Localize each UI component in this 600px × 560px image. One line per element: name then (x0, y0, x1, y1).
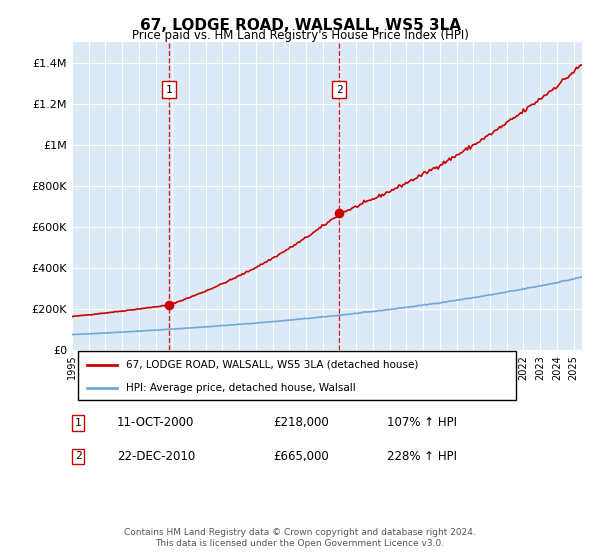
Text: 1: 1 (74, 418, 82, 428)
FancyBboxPatch shape (78, 351, 516, 400)
Text: 2: 2 (336, 85, 343, 95)
Text: HPI: Average price, detached house, Walsall: HPI: Average price, detached house, Wals… (126, 383, 356, 393)
Text: £665,000: £665,000 (273, 450, 329, 463)
Text: Price paid vs. HM Land Registry's House Price Index (HPI): Price paid vs. HM Land Registry's House … (131, 29, 469, 42)
Text: 228% ↑ HPI: 228% ↑ HPI (387, 450, 457, 463)
Text: 2: 2 (74, 451, 82, 461)
Text: 67, LODGE ROAD, WALSALL, WS5 3LA: 67, LODGE ROAD, WALSALL, WS5 3LA (139, 18, 461, 33)
Text: 11-OCT-2000: 11-OCT-2000 (117, 416, 194, 430)
Text: 1: 1 (166, 85, 172, 95)
Text: 107% ↑ HPI: 107% ↑ HPI (387, 416, 457, 430)
Text: 67, LODGE ROAD, WALSALL, WS5 3LA (detached house): 67, LODGE ROAD, WALSALL, WS5 3LA (detach… (126, 360, 419, 370)
Text: £218,000: £218,000 (273, 416, 329, 430)
Text: Contains HM Land Registry data © Crown copyright and database right 2024.
This d: Contains HM Land Registry data © Crown c… (124, 528, 476, 548)
Text: 22-DEC-2010: 22-DEC-2010 (117, 450, 195, 463)
